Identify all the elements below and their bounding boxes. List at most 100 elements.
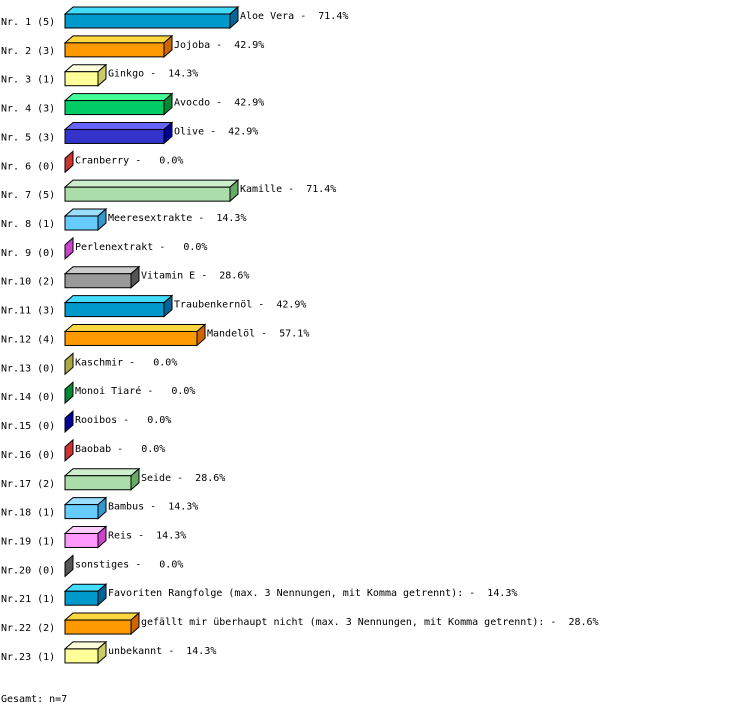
bar	[64, 504, 99, 520]
bar-side	[130, 467, 140, 491]
bar	[64, 71, 99, 87]
bar-row: Nr. 6 (0) Cranberry - 0.0%	[1, 150, 183, 174]
category-label: Nr.11 (3)	[1, 306, 55, 317]
category-label: Nr. 1 (5)	[1, 17, 55, 28]
bar-row: Nr.19 (1) Reis - 14.3%	[1, 525, 186, 549]
bar-side	[64, 554, 74, 578]
data-label: Rooibos - 0.0%	[75, 415, 171, 426]
bar-side	[163, 294, 173, 318]
data-label: Favoriten Rangfolge (max. 3 Nennungen, m…	[108, 588, 517, 599]
category-label: Nr.15 (0)	[1, 421, 55, 432]
bar-top	[63, 121, 174, 130]
bar-row: Nr.13 (0) Kaschmir - 0.0%	[1, 352, 177, 376]
bar-row: Nr.16 (0) Baobab - 0.0%	[1, 438, 165, 463]
data-label: Bambus - 14.3%	[108, 502, 198, 513]
bar-side	[64, 150, 74, 174]
bar	[64, 648, 99, 664]
bar	[64, 215, 99, 231]
data-label: Jojoba - 42.9%	[174, 40, 264, 51]
bar-row: Nr. 4 (3) Avocdo - 42.9%	[1, 92, 264, 116]
bar-side	[97, 525, 107, 549]
bar-side	[97, 207, 107, 232]
category-label: Nr.10 (2)	[1, 277, 55, 288]
bar	[64, 42, 165, 58]
bar-row: Nr. 5 (3) Olive - 42.9%	[1, 121, 258, 145]
bar-row: Nr.17 (2) Seide - 28.6%	[1, 467, 225, 491]
bar	[64, 186, 231, 202]
data-label: Monoi Tiaré - 0.0%	[75, 385, 195, 397]
bar-side	[130, 611, 140, 636]
bar	[64, 128, 165, 144]
category-label: Nr.14 (0)	[1, 392, 55, 403]
category-label: Nr.20 (0)	[1, 565, 55, 576]
bar-side	[130, 265, 140, 289]
bar-row: Nr.22 (2) gefällt mir überhaupt nicht (ma…	[1, 611, 599, 636]
bar-side	[97, 640, 107, 665]
category-label: Nr.16 (0)	[1, 450, 55, 461]
data-label: Avocdo - 42.9%	[174, 98, 264, 109]
category-label: Nr. 4 (3)	[1, 104, 55, 115]
bar-row: Nr. 7 (5) Kamille - 71.4%	[1, 179, 336, 203]
category-label: Nr.12 (4)	[1, 334, 55, 345]
category-label: Nr.17 (2)	[1, 479, 55, 490]
data-label: Vitamin E - 28.6%	[141, 271, 249, 282]
data-label: Reis - 14.3%	[108, 530, 186, 541]
bar	[64, 619, 132, 635]
bar-side	[229, 5, 239, 30]
bar-row: Nr.10 (2) Vitamin E - 28.6%	[1, 265, 249, 289]
bar-side	[229, 179, 239, 203]
bar-row: Nr. 3 (1) Ginkgo - 14.3%	[1, 63, 198, 87]
bar-row: Nr.15 (0) Rooibos - 0.0%	[1, 409, 171, 434]
bar-top	[63, 468, 141, 477]
data-label: Olive - 42.9%	[174, 126, 258, 137]
category-label: Nr.13 (0)	[1, 363, 55, 374]
bar-row: Nr.12 (4) Mandelöl - 57.1%	[1, 323, 309, 347]
category-label: Nr.18 (1)	[1, 508, 55, 519]
category-label: Nr. 8 (1)	[1, 219, 55, 230]
data-label: Traubenkernöl - 42.9%	[174, 300, 306, 311]
data-label: Kamille - 71.4%	[240, 184, 336, 195]
bar-top	[63, 323, 207, 332]
bar-side	[196, 323, 206, 347]
bar-row: Nr. 1 (5) Aloe Vera - 71.4%	[1, 5, 348, 30]
bar-row: Nr. 9 (0) Perlenextrakt - 0.0%	[1, 236, 207, 260]
bar	[64, 273, 132, 289]
data-label: Aloe Vera - 71.4%	[240, 11, 348, 22]
bar-row: Nr.23 (1) unbekannt - 14.3%	[1, 640, 216, 665]
bar-side	[163, 92, 173, 116]
data-label: Perlenextrakt - 0.0%	[75, 242, 207, 253]
bar	[64, 475, 132, 491]
bar-top	[63, 612, 141, 621]
data-label: gefällt mir überhaupt nicht (max. 3 Nenn…	[141, 617, 599, 628]
bar-side	[64, 352, 74, 376]
bar	[64, 330, 198, 346]
bar	[64, 590, 99, 606]
bar-top	[63, 93, 174, 102]
bar	[64, 302, 165, 318]
category-label: Nr. 6 (0)	[1, 161, 55, 172]
data-label: unbekannt - 14.3%	[108, 646, 216, 657]
category-label: Nr. 5 (3)	[1, 132, 55, 143]
category-label: Nr.21 (1)	[1, 594, 55, 605]
bar-side	[97, 63, 107, 87]
bar-row: Nr.20 (0) sonstiges - 0.0%	[1, 554, 183, 578]
bar-top	[63, 266, 141, 275]
bar-top	[63, 6, 240, 15]
footer-total: Gesamt: n=7	[1, 694, 67, 705]
data-label: Meeresextrakte - 14.3%	[108, 213, 246, 224]
category-label: Nr.23 (1)	[1, 652, 55, 663]
bar-side	[64, 236, 74, 260]
bar-row: Nr. 2 (3) Jojoba - 42.9%	[1, 34, 264, 58]
bar-side	[163, 34, 173, 58]
bar-side	[163, 121, 173, 145]
bar-side	[64, 438, 74, 463]
bar	[64, 532, 99, 548]
bar-row: Nr.18 (1) Bambus - 14.3%	[1, 496, 198, 520]
bar	[64, 100, 165, 116]
data-label: Seide - 28.6%	[141, 473, 225, 484]
bar-side	[64, 409, 74, 434]
bar-row: Nr.11 (3) Traubenkernöl - 42.9%	[1, 294, 306, 318]
category-label: Nr. 3 (1)	[1, 75, 55, 86]
